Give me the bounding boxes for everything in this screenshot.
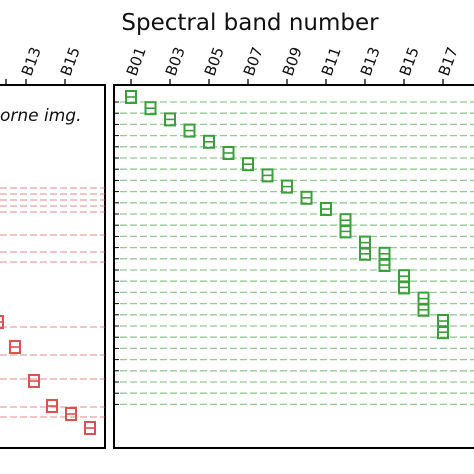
right-x-tick-label: B15 [396, 45, 423, 79]
right-data-point [300, 190, 313, 205]
left-panel-frame [0, 84, 106, 449]
left-x-tick-label: B13 [18, 45, 45, 79]
left-data-point [0, 315, 4, 329]
right-data-point [222, 146, 235, 160]
right-data-point [203, 134, 215, 149]
right-data-point [437, 325, 449, 340]
right-data-point [339, 224, 352, 239]
left-data-point [9, 340, 21, 354]
right-x-tick-label: B09 [279, 45, 306, 79]
right-x-tick-label: B13 [357, 45, 384, 79]
x-axis-title: Spectral band number [121, 10, 379, 36]
right-data-point [164, 112, 176, 127]
right-data-point [125, 90, 137, 104]
right-data-point [183, 123, 196, 138]
left-data-point [46, 399, 58, 413]
right-data-point [320, 202, 332, 216]
left-x-tick-label: B15 [57, 45, 84, 79]
left-data-point [28, 374, 40, 388]
right-data-point [281, 179, 293, 194]
right-x-tick-label: B01 [123, 45, 150, 79]
right-x-tick-label: B11 [318, 45, 345, 79]
right-data-point [417, 302, 430, 317]
panel-note-background [0, 104, 102, 126]
right-panel-frame [113, 84, 474, 449]
right-data-point [242, 157, 254, 172]
left-panel: B13 B15 [0, 45, 106, 449]
right-data-point [359, 246, 371, 261]
left-data-point [65, 407, 77, 421]
right-data-point [261, 168, 274, 183]
right-x-tick-label: B05 [201, 45, 228, 79]
left-data-point [84, 421, 96, 435]
right-x-tick-label: B07 [240, 45, 267, 79]
panel-note: orne img. [0, 106, 82, 126]
right-x-tick-label: B03 [162, 45, 189, 79]
right-data-point [398, 280, 410, 295]
right-panel: B01B03B05B07B09B11B13B15B17B19 [113, 45, 474, 449]
right-data-point [144, 101, 157, 116]
right-x-tick-label: B17 [435, 45, 462, 79]
right-data-point [378, 258, 391, 272]
